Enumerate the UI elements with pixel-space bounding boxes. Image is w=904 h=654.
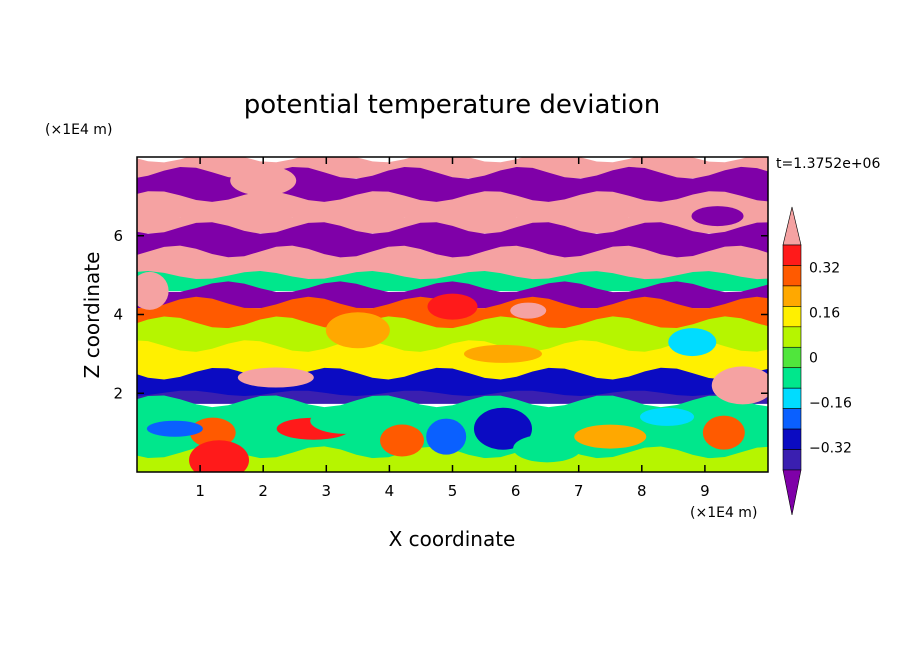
- time-label: t=1.3752e+06: [776, 156, 880, 172]
- colorbar-label: 0: [809, 351, 818, 367]
- field-patch: [463, 344, 542, 363]
- colorbar-box: [782, 387, 802, 409]
- plot-area: [137, 157, 768, 472]
- y-tick-label: 4: [113, 306, 123, 324]
- colorbar-label: −0.32: [809, 441, 852, 457]
- field-band: [137, 367, 768, 400]
- x-tick-label: 5: [448, 482, 458, 500]
- colorbar-box: [782, 346, 802, 369]
- field-patch: [691, 206, 744, 227]
- colorbar: 0.32 0.16 0 −0.16 −0.32: [782, 206, 852, 516]
- colorbar-box: [782, 408, 802, 430]
- field-band: [137, 316, 768, 352]
- y-tick-label: 6: [113, 227, 123, 245]
- chart-title: potential temperature deviation: [244, 90, 660, 120]
- colorbar-label: 0.32: [809, 261, 840, 277]
- x-tick-label: 2: [258, 482, 268, 500]
- colorbar-box: [782, 367, 802, 389]
- field-band: [137, 222, 768, 258]
- field-patch: [189, 440, 250, 472]
- field-patch: [640, 407, 695, 426]
- colorbar-box: [782, 285, 802, 307]
- field-patch: [146, 420, 203, 437]
- colorbar-label: 0.16: [809, 306, 840, 322]
- field-patch: [668, 328, 717, 357]
- field-patch: [325, 312, 390, 349]
- field-band: [137, 191, 768, 218]
- field-patch: [380, 424, 425, 457]
- field-band: [137, 157, 768, 179]
- colorbar-box: [782, 265, 802, 287]
- x-tick-label: 3: [322, 482, 332, 500]
- colorbar-over-triangle: [782, 206, 802, 246]
- x-tick-label: 7: [574, 482, 584, 500]
- field-patch: [426, 418, 467, 455]
- x-axis-label: X coordinate: [389, 527, 516, 551]
- field-patch: [230, 165, 297, 196]
- field-patch: [189, 417, 236, 448]
- colorbar-box: [782, 449, 802, 471]
- field-patch: [427, 293, 478, 320]
- field-patch: [473, 407, 532, 450]
- field-patch: [137, 271, 169, 310]
- colorbar-under-triangle: [782, 469, 802, 516]
- x-axis-unit: (×1E4 m): [690, 505, 757, 521]
- field-patch: [510, 302, 547, 319]
- x-tick-label: 8: [637, 482, 647, 500]
- field-patch: [513, 434, 582, 463]
- colorbar-box: [782, 244, 802, 266]
- y-tick-label: 2: [113, 384, 123, 402]
- y-axis-unit: (×1E4 m): [45, 122, 112, 138]
- colorbar-box: [782, 428, 802, 450]
- x-tick-label: 4: [385, 482, 395, 500]
- x-axis-ticks: 1 2 3 4 5 6 7 8 9: [195, 157, 710, 500]
- x-tick-label: 1: [195, 482, 205, 500]
- field-patch: [310, 407, 381, 434]
- colorbar-box: [782, 326, 802, 348]
- field-band: [137, 446, 768, 472]
- colorbar-label: −0.16: [809, 396, 852, 412]
- y-axis-label: Z coordinate: [80, 252, 104, 379]
- field-band: [137, 245, 768, 282]
- y-axis-ticks: 2 4 6: [113, 227, 768, 402]
- x-tick-label: 6: [511, 482, 521, 500]
- field-patch: [237, 367, 314, 388]
- field-band: [137, 271, 768, 292]
- colorbar-box: [782, 306, 802, 328]
- x-tick-label: 9: [700, 482, 710, 500]
- field-patch: [574, 424, 647, 449]
- field-patch: [702, 415, 745, 450]
- field-patch: [711, 366, 768, 405]
